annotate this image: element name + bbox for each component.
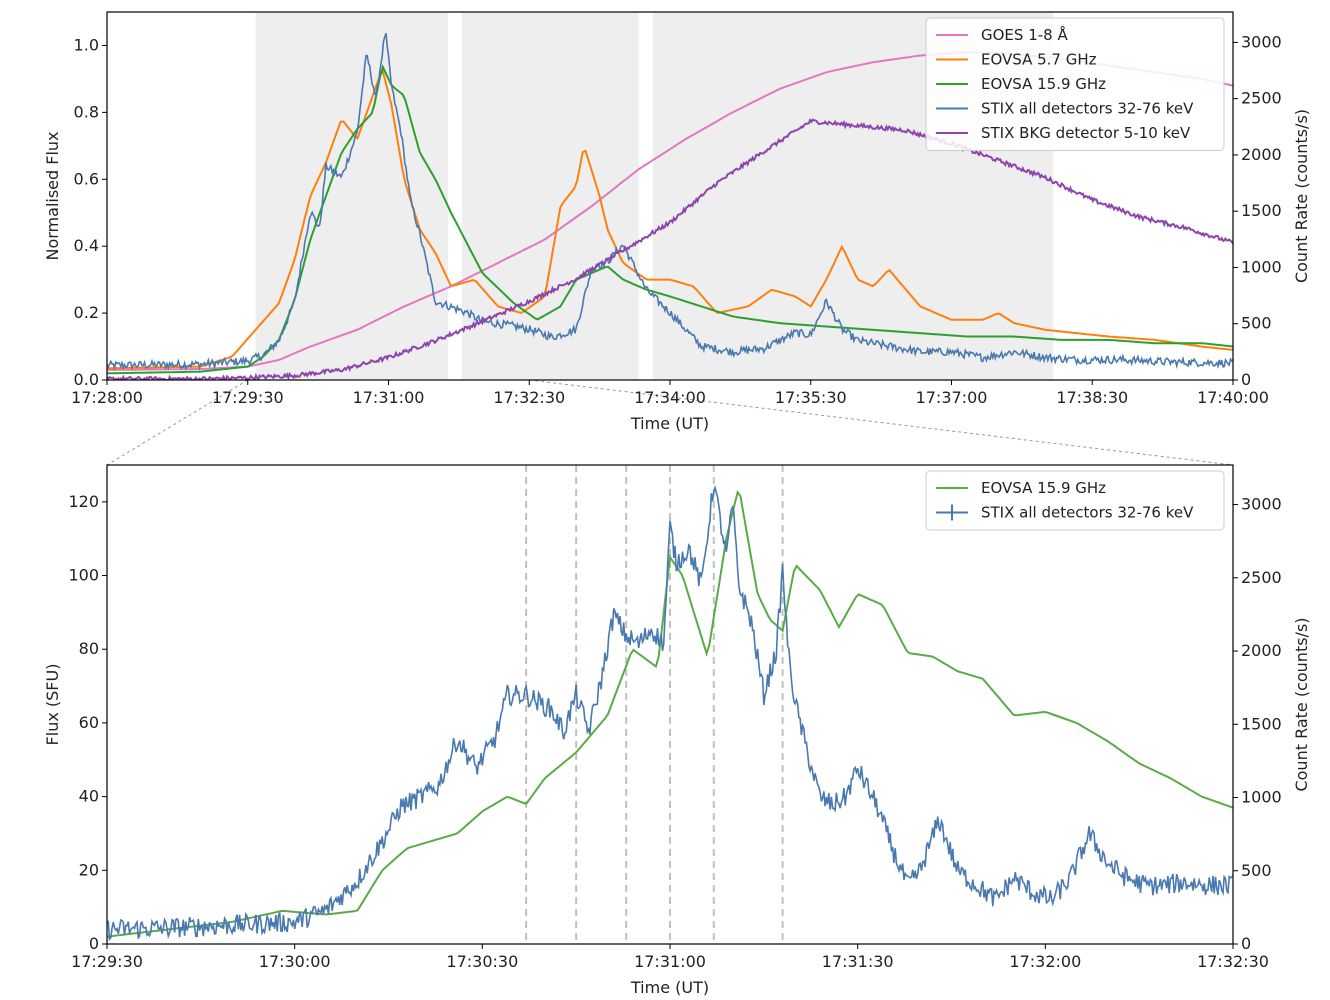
legend-box [925,470,1225,531]
y-axis-label: Flux (SFU) [43,664,62,746]
legend-entry: STIX all detectors 32-76 keV [981,100,1194,118]
x-tick-label: 17:40:00 [1197,388,1269,407]
y2-axis-label: Count Rate (counts/s) [1292,109,1311,283]
y-tick-label: 1.0 [74,35,99,54]
y2-tick-label: 3000 [1241,32,1282,51]
y2-tick-label: 2000 [1241,641,1282,660]
y-tick-label: 0.8 [74,102,99,121]
series-group [107,32,1233,380]
y2-tick-label: 2500 [1241,89,1282,108]
x-tick-label: 17:37:00 [916,388,988,407]
zoom-connector-lines [106,379,1234,466]
x-tick-label: 17:31:00 [353,388,425,407]
y2-tick-label: 2000 [1241,145,1282,164]
y-tick-label: 0 [89,934,99,953]
overview-panel: 17:28:00 17:29:30 17:31:00 17:32:30 17:34:00… [43,11,1311,433]
x-tick-label: 17:29:30 [212,388,284,407]
series-line-4 [107,118,1233,380]
legend-entry: EOVSA 15.9 GHz [981,479,1106,497]
series-line-1 [107,484,1233,942]
y-tick-label: 80 [79,639,99,658]
x-axis-label: Time (UT) [630,978,709,997]
legend-entry: STIX all detectors 32-76 keV [981,504,1194,522]
y-tick-label: 20 [79,860,99,879]
zoom-panel: 17:29:30 17:30:00 17:30:30 17:31:00 17:31:30… [43,464,1311,997]
x-tick-label: 17:32:30 [493,388,565,407]
x-tick-label: 17:29:30 [71,952,143,971]
x-tick-label: 17:30:00 [259,952,331,971]
y-tick-label: 40 [79,787,99,806]
y2-tick-label: 500 [1241,314,1272,333]
y-tick-label: 0.4 [74,236,99,255]
y2-tick-label: 1000 [1241,788,1282,807]
y2-tick-label: 0 [1241,370,1251,389]
y2-tick-label: 1000 [1241,257,1282,276]
y-tick-label: 0.6 [74,169,99,188]
x-tick-label: 17:32:30 [1197,952,1269,971]
y2-tick-label: 2500 [1241,568,1282,587]
y2-tick-label: 500 [1241,861,1272,880]
x-tick-label: 17:38:30 [1056,388,1128,407]
x-axis-label: Time (UT) [630,414,709,433]
series-line-3 [107,32,1233,372]
y-tick-label: 0.2 [74,303,99,322]
x-tick-label: 17:35:30 [775,388,847,407]
y2-axis-label: Count Rate (counts/s) [1292,617,1311,791]
shaded-interval-1 [462,12,639,380]
x-tick-label: 17:34:00 [634,388,706,407]
y-axis-label: Normalised Flux [43,131,62,260]
x-tick-label: 17:30:30 [446,952,518,971]
y2-tick-label: 3000 [1241,495,1282,514]
y-tick-label: 100 [68,566,99,585]
y-tick-label: 60 [79,713,99,732]
legend-entry: EOVSA 15.9 GHz [981,75,1106,93]
y2-tick-label: 1500 [1241,714,1282,733]
legend-entry: EOVSA 5.7 GHz [981,51,1097,69]
y2-tick-label: 1500 [1241,201,1282,220]
x-tick-label: 17:31:30 [822,952,894,971]
axes-frame [106,464,1234,945]
y-tick-label: 120 [68,492,99,511]
y-tick-label: 0.0 [74,370,99,389]
x-tick-label: 17:28:00 [71,388,143,407]
x-tick-label: 17:31:00 [634,952,706,971]
series-line-0 [107,490,1233,938]
series-group [107,484,1233,942]
legend-entry: STIX BKG detector 5-10 keV [981,124,1191,142]
y2-tick-label: 0 [1241,934,1251,953]
connector-right [529,379,1234,466]
legend-entry: GOES 1-8 Å [981,25,1068,44]
legend-box [925,17,1225,151]
series-line-1 [107,69,1233,370]
x-tick-label: 17:32:00 [1009,952,1081,971]
